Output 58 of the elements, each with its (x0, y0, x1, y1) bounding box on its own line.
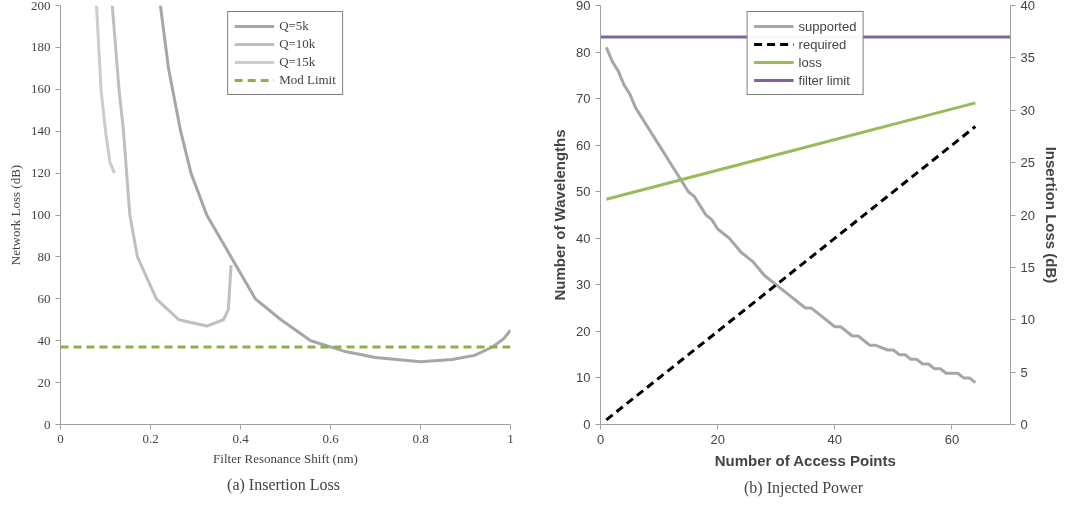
y-tick-label: 40 (576, 230, 591, 246)
x-tick-label: 0.4 (232, 430, 250, 446)
line-series (158, 5, 511, 364)
y-tick-label: 40 (37, 332, 51, 348)
y-tick-label: 180 (31, 39, 51, 55)
y-tick-label: 30 (576, 277, 591, 293)
y-tick-label: 100 (31, 207, 51, 222)
y-axis-title: Number of Wavelengths (551, 129, 569, 301)
y-tick-label: 60 (576, 137, 591, 153)
y-tick-label: 90 (576, 0, 591, 13)
legend-label: Q=5k (279, 18, 309, 34)
x-axis-title: Number of Access Points (714, 451, 896, 469)
x-tick-label: 0.6 (322, 430, 340, 446)
x-tick-label: 0.2 (142, 430, 159, 446)
legend-label: required (798, 36, 847, 52)
y2-tick-label: 5 (1020, 364, 1028, 380)
y2-axis-title: Insertion Loss (dB) (1042, 146, 1060, 284)
legend-label: Mod Limit (279, 72, 336, 88)
y-tick-label: 20 (576, 323, 591, 339)
x-tick-label: 0.8 (412, 430, 429, 446)
y-tick-label: 80 (37, 248, 51, 264)
legend-label: supported (798, 18, 857, 34)
x-tick-label: 1 (507, 430, 514, 446)
y-tick-label: 60 (37, 290, 51, 306)
y2-tick-label: 0 (1020, 417, 1028, 432)
x-tick-label: 0 (57, 430, 64, 446)
x-tick-label: 20 (710, 431, 725, 447)
y-tick-label: 80 (576, 44, 591, 60)
y-tick-label: 0 (44, 416, 51, 432)
y2-tick-label: 15 (1020, 259, 1035, 275)
x-tick-label: 60 (944, 431, 960, 447)
y2-tick-label: 10 (1020, 312, 1035, 328)
y-tick-label: 70 (576, 91, 591, 107)
y2-tick-label: 35 (1020, 50, 1035, 66)
line-series (95, 5, 116, 175)
y2-tick-label: 30 (1020, 102, 1035, 118)
y-tick-label: 50 (576, 184, 591, 200)
text: (a) Insertion Loss (227, 475, 340, 494)
y-tick-label: 160 (31, 81, 51, 97)
y-tick-label: 20 (37, 374, 51, 390)
y-tick-label: 10 (576, 370, 591, 386)
line-series (110, 5, 233, 328)
text: (b) Injected Power (743, 478, 864, 497)
x-tick-label: 40 (827, 431, 843, 447)
legend-label: loss (798, 54, 822, 70)
y-tick-label: 140 (31, 123, 51, 139)
legend-label: Q=15k (279, 54, 316, 70)
y-axis-title: Network Loss (dB) (8, 164, 23, 266)
y2-tick-label: 40 (1020, 0, 1035, 13)
legend-label: Q=10k (279, 36, 316, 52)
y2-tick-label: 25 (1020, 155, 1035, 171)
y-tick-label: 0 (583, 417, 591, 432)
x-axis-title: Filter Resonance Shift (nm) (213, 450, 358, 466)
legend-label: filter limit (798, 72, 850, 88)
x-tick-label: 0 (596, 431, 605, 447)
y2-tick-label: 20 (1020, 207, 1035, 223)
y-tick-label: 200 (31, 0, 51, 13)
y-tick-label: 120 (31, 165, 51, 181)
